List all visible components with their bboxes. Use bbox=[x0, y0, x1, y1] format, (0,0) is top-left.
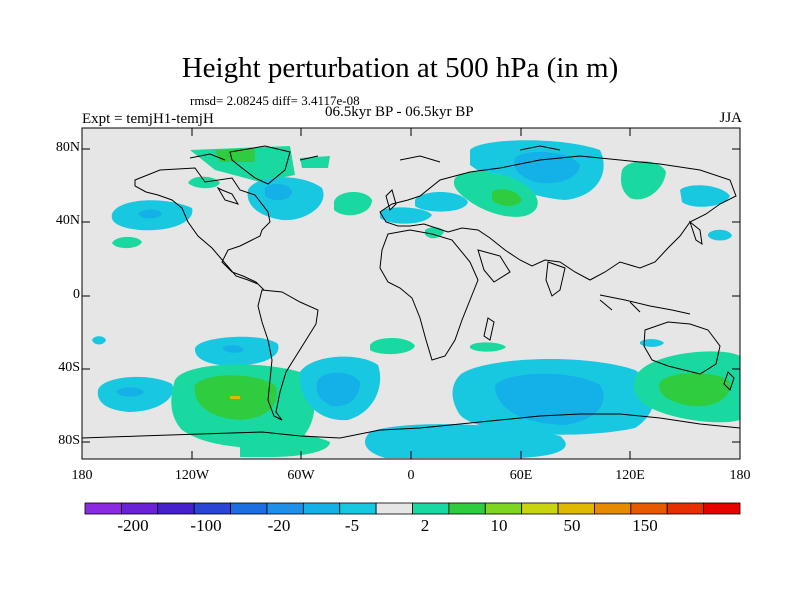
lat-tick-label: 0 bbox=[73, 287, 80, 302]
colorbar-swatch bbox=[594, 502, 632, 515]
coastline-new-zealand bbox=[723, 371, 735, 391]
experiment-label: Expt = temjH1-temjH bbox=[82, 111, 214, 127]
lon-tick-label: 180 bbox=[71, 468, 93, 483]
colorbar-label: 10 bbox=[490, 516, 508, 535]
anomaly-region bbox=[415, 192, 468, 212]
stats-subtitle: rmsd= 2.08245 diff= 3.4117e-08 bbox=[190, 93, 360, 108]
lat-tick-label: 80N bbox=[55, 140, 80, 155]
colorbar-swatch bbox=[448, 502, 486, 515]
season-label: JJA bbox=[719, 110, 742, 126]
colorbar-swatch bbox=[521, 502, 559, 515]
anomaly-region bbox=[230, 396, 240, 399]
anomaly-region bbox=[215, 148, 255, 162]
colorbar-label: 2 bbox=[420, 516, 430, 535]
anomaly-region bbox=[659, 373, 731, 407]
coastline-arctic-islands bbox=[189, 145, 561, 163]
plot-title: Height perturbation at 500 hPa (in m) bbox=[181, 52, 619, 84]
anomaly-region bbox=[190, 146, 295, 182]
period-label: 06.5kyr BP - 06.5kyr BP bbox=[325, 104, 474, 120]
lon-tick-label: 120W bbox=[174, 468, 210, 483]
coastline-africa bbox=[379, 229, 479, 361]
colorbar-swatch bbox=[630, 502, 668, 515]
anomaly-region bbox=[240, 432, 330, 457]
colorbar-label: -200 bbox=[117, 516, 149, 535]
lon-tick-label: 60W bbox=[287, 468, 315, 483]
colorbar-label: -5 bbox=[344, 516, 360, 535]
colorbar-swatch bbox=[703, 502, 741, 515]
anomaly-region bbox=[495, 373, 604, 425]
coastline-uk bbox=[385, 189, 397, 211]
anomaly-region bbox=[316, 372, 360, 407]
coastline-arabia bbox=[477, 249, 511, 283]
colorbar bbox=[84, 502, 741, 515]
anomaly-region bbox=[680, 185, 730, 207]
colorbar-swatch bbox=[120, 502, 159, 515]
colorbar-swatch bbox=[666, 502, 705, 515]
coastline-hudson bbox=[216, 186, 240, 205]
coastline-antarctica bbox=[81, 413, 741, 439]
anomaly-region bbox=[620, 161, 666, 200]
colorbar-swatch bbox=[266, 502, 304, 515]
lon-tick-label: 180 bbox=[729, 468, 751, 483]
coastline-south-america bbox=[257, 289, 319, 421]
anomaly-region bbox=[334, 191, 372, 216]
colorbar-swatch bbox=[557, 502, 595, 515]
anomaly-region bbox=[112, 236, 142, 249]
coastline-india bbox=[545, 261, 566, 297]
colorbar-swatch bbox=[84, 502, 122, 515]
anomaly-region bbox=[425, 227, 444, 239]
coastline-madagascar bbox=[483, 317, 495, 341]
lat-tick-label: 40N bbox=[55, 213, 80, 228]
coastline-japan bbox=[688, 220, 703, 246]
colorbar-swatch bbox=[375, 502, 413, 515]
coastline-australia bbox=[643, 321, 721, 375]
anomaly-region bbox=[708, 229, 732, 241]
anomaly-region bbox=[514, 151, 580, 184]
anomaly-region bbox=[138, 209, 162, 219]
colorbar-swatch bbox=[339, 502, 377, 515]
coastlines bbox=[81, 145, 741, 439]
coastline-indonesia bbox=[599, 294, 691, 315]
anomaly-region bbox=[470, 342, 506, 352]
colorbar-swatch bbox=[193, 502, 231, 515]
colorbar-swatch bbox=[230, 502, 268, 515]
lat-tick-label: 80S bbox=[58, 433, 80, 448]
anomaly-region bbox=[300, 156, 330, 168]
anomaly-region bbox=[370, 337, 415, 355]
colorbar-label: -100 bbox=[190, 516, 222, 535]
coastline-eurasia bbox=[379, 155, 737, 281]
anomaly-region bbox=[116, 387, 144, 397]
anomaly-field bbox=[92, 140, 740, 458]
colorbar-swatch bbox=[412, 502, 450, 515]
anomaly-region bbox=[92, 336, 106, 345]
anomaly-region bbox=[222, 345, 244, 353]
anomaly-region bbox=[365, 424, 566, 458]
colorbar-label: -20 bbox=[267, 516, 291, 535]
lat-tick-label: 40S bbox=[58, 360, 80, 375]
colorbar-swatch bbox=[302, 502, 341, 515]
colorbar-swatch bbox=[484, 502, 523, 515]
lon-tick-label: 60E bbox=[509, 468, 533, 483]
anomaly-region bbox=[492, 189, 522, 206]
lon-tick-label: 120E bbox=[615, 468, 645, 483]
colorbar-label: 50 bbox=[563, 516, 581, 535]
lon-tick-label: 0 bbox=[407, 468, 415, 483]
coastline-greenland bbox=[229, 145, 291, 185]
anomaly-region bbox=[380, 207, 432, 224]
anomaly-region bbox=[640, 339, 664, 347]
coastline-north-america bbox=[134, 167, 271, 291]
tick-marks bbox=[81, 128, 741, 459]
colorbar-swatch bbox=[157, 502, 195, 515]
anomaly-region bbox=[265, 183, 292, 201]
anomaly-region bbox=[188, 176, 220, 189]
colorbar-label: 150 bbox=[632, 516, 658, 535]
